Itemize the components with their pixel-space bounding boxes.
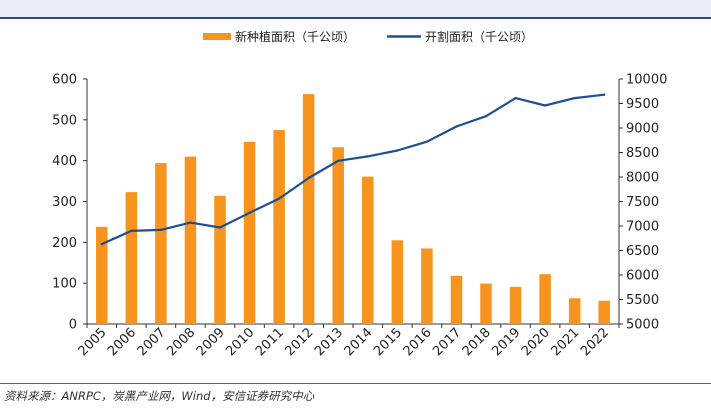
bar-2011 (273, 130, 285, 324)
line-point-2019 (514, 96, 517, 100)
x-tick-label: 2007 (135, 325, 169, 359)
bar-2016 (421, 248, 433, 324)
header-band (0, 0, 711, 17)
x-tick-label: 2017 (430, 325, 464, 359)
line-point-2007 (159, 228, 163, 232)
line-point-2012 (307, 176, 310, 180)
right-tick-label: 5000 (626, 318, 659, 333)
bar-2013 (332, 147, 344, 324)
source-note: 资料来源：ANRPC，炭黑产业网，Wind，安信证券研究中心 (4, 389, 315, 403)
right-tick-label: 7500 (626, 195, 659, 210)
bar-2018 (480, 283, 492, 324)
right-tick-label: 10000 (626, 73, 667, 88)
x-tick-label: 2016 (401, 325, 435, 359)
x-tick-label: 2014 (342, 325, 376, 359)
left-tick-label: 0 (69, 318, 77, 333)
tapped-area-line (101, 93, 605, 246)
bar-2014 (362, 176, 374, 324)
line-point-2008 (189, 221, 192, 224)
x-tick-label: 2009 (194, 325, 228, 359)
combo-chart: 新种植面积（千公顷） 开割面积（千公顷） 0 100 200 300 400 500 600… (52, 29, 667, 359)
bar-2017 (450, 275, 463, 324)
chart-legend: 新种植面积（千公顷） 开割面积（千公顷） (203, 29, 533, 44)
right-tick-label: 6500 (626, 244, 659, 259)
bar-2022 (598, 300, 610, 324)
left-tick-label: 400 (52, 154, 77, 169)
x-tick-label: 2011 (253, 325, 287, 359)
left-tick-label: 100 (52, 277, 77, 292)
bar-2012 (302, 94, 315, 324)
footer-rule (0, 383, 711, 384)
right-tick-label: 9000 (626, 122, 659, 137)
x-tick-label: 2015 (371, 325, 405, 359)
right-tick-label: 8500 (626, 146, 659, 161)
left-tick-label: 600 (52, 73, 77, 88)
bar-2015 (391, 240, 404, 324)
line-point-2020 (543, 104, 547, 107)
line-point-2006 (130, 229, 133, 233)
legend-swatch-new-planting (203, 33, 231, 40)
right-tick-label: 7000 (626, 220, 659, 235)
x-tick-label: 2018 (460, 325, 494, 359)
right-tick-label: 6000 (626, 269, 659, 284)
legend-label-new-planting: 新种植面积（千公顷） (235, 29, 355, 44)
x-tick-label: 2021 (548, 325, 582, 359)
x-tick-label: 2012 (282, 325, 316, 359)
line-point-2021 (573, 96, 576, 100)
bar-2019 (509, 286, 522, 324)
left-tick-label: 300 (52, 195, 77, 210)
x-tick-label: 2006 (105, 325, 139, 359)
bar-2005 (96, 226, 108, 324)
legend-label-tapped-area: 开割面积（千公顷） (425, 29, 533, 44)
bar-2009 (214, 195, 226, 324)
line-point-2017 (455, 125, 458, 128)
bar-2007 (155, 163, 167, 324)
line-point-2022 (603, 93, 606, 96)
bar-2006 (125, 192, 138, 324)
line-point-2016 (425, 140, 429, 143)
right-tick-label: 5500 (626, 293, 659, 308)
x-tick-label: 2019 (489, 325, 523, 359)
right-tick-label: 9500 (626, 97, 659, 112)
line-point-2010 (248, 211, 251, 214)
bar-2020 (539, 274, 551, 324)
header-rule (0, 17, 711, 19)
bar-2010 (243, 141, 256, 324)
line-point-2005 (100, 242, 103, 246)
line-point-2015 (396, 149, 399, 152)
line-point-2018 (484, 115, 488, 118)
x-tick-label: 2005 (76, 325, 110, 359)
left-tick-label: 200 (52, 236, 77, 251)
line-point-2009 (218, 226, 222, 229)
line-point-2014 (366, 155, 369, 158)
x-tick-label: 2013 (312, 325, 346, 359)
x-tick-label: 2022 (578, 325, 612, 359)
line-point-2011 (277, 197, 281, 200)
bar-2008 (184, 156, 197, 324)
x-tick-label: 2010 (223, 325, 257, 359)
x-tick-label: 2008 (164, 325, 198, 359)
right-tick-label: 8000 (626, 171, 659, 186)
bar-2021 (568, 298, 581, 324)
left-tick-label: 500 (52, 113, 77, 128)
x-tick-label: 2020 (519, 325, 553, 359)
line-point-2013 (337, 159, 340, 163)
